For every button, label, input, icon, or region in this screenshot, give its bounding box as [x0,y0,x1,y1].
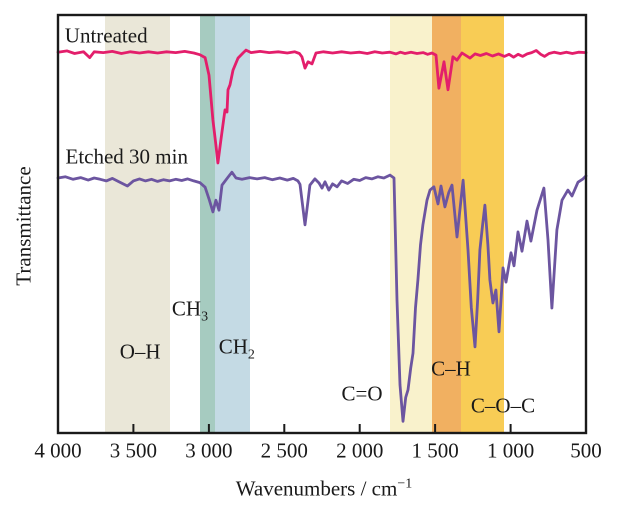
untreated-curve [56,48,588,165]
x-axis-label-exponent: −1 [397,476,413,492]
ch2-band [214,15,250,433]
annotation-ch3: CH3 [171,296,209,325]
annotation-coc: C–O–C [470,393,536,418]
annotation-oh: O–H [119,339,161,364]
etched-curve-label: Etched 30 min [65,144,188,169]
oh-band [104,15,170,433]
x-tick-label-1500: 1 500 [411,438,459,463]
y-axis-label: Transmittance [11,166,36,286]
ch3-band [199,15,215,433]
x-tick-label-500: 500 [570,438,602,463]
annotation-ch2: CH2 [218,334,255,363]
x-tick-label-1000: 1 000 [486,438,535,463]
plot-frame [56,13,588,435]
x-tick-label-3000: 3 000 [185,438,233,463]
annotation-ch: C–H [431,356,471,381]
x-tick-label-3500: 3 500 [109,438,158,463]
annotation-co: C=O [341,381,383,406]
x-tick-label-2500: 2 500 [260,438,308,463]
x-tick-label-4000: 4 000 [34,438,82,463]
etched-curve [56,170,588,423]
x-axis-label: Wavenumbers / cm−1 [235,476,413,501]
x-axis-label-text: Wavenumbers / cm [235,476,398,501]
untreated-curve-label: Untreated [64,23,148,48]
x-tick-label-2000: 2 000 [336,438,384,463]
